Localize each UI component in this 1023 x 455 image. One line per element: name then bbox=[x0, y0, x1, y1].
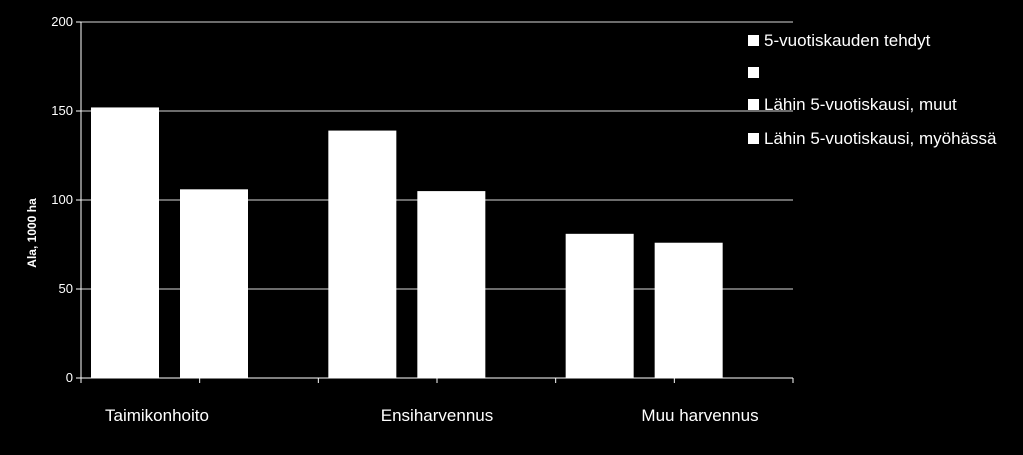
axes bbox=[76, 21, 794, 383]
bar bbox=[180, 189, 248, 378]
category-label: Ensiharvennus bbox=[381, 406, 493, 425]
bar bbox=[654, 242, 723, 378]
y-tick-label: 200 bbox=[51, 14, 73, 29]
legend-swatch bbox=[748, 133, 759, 144]
legend-swatch bbox=[748, 67, 759, 78]
category-label: Taimikonhoito bbox=[105, 406, 209, 425]
legend-label: Lähin 5-vuotiskausi, muut bbox=[764, 95, 957, 114]
y-axis-ticks: 0 50 100 150 200 bbox=[51, 14, 73, 385]
legend-swatch bbox=[748, 35, 759, 46]
legend-swatch bbox=[748, 99, 759, 110]
y-axis-label: Ala, 1000 ha bbox=[25, 198, 39, 268]
bar bbox=[328, 130, 397, 378]
y-tick-label: 100 bbox=[51, 192, 73, 207]
bar bbox=[417, 191, 486, 378]
y-tick-label: 150 bbox=[51, 103, 73, 118]
bars bbox=[91, 107, 723, 378]
legend-label: Lähin 5-vuotiskausi, myöhässä bbox=[764, 129, 997, 148]
y-tick-label: 0 bbox=[66, 370, 73, 385]
bar bbox=[91, 107, 159, 378]
category-label: Muu harvennus bbox=[641, 406, 758, 425]
bar bbox=[565, 233, 634, 378]
category-labels: Taimikonhoito Ensiharvennus Muu harvennus bbox=[105, 406, 759, 425]
y-tick-label: 50 bbox=[59, 281, 73, 296]
legend: 5-vuotiskauden tehdyt Lähin 5-vuotiskausi… bbox=[748, 31, 997, 148]
legend-label: 5-vuotiskauden tehdyt bbox=[764, 31, 931, 50]
